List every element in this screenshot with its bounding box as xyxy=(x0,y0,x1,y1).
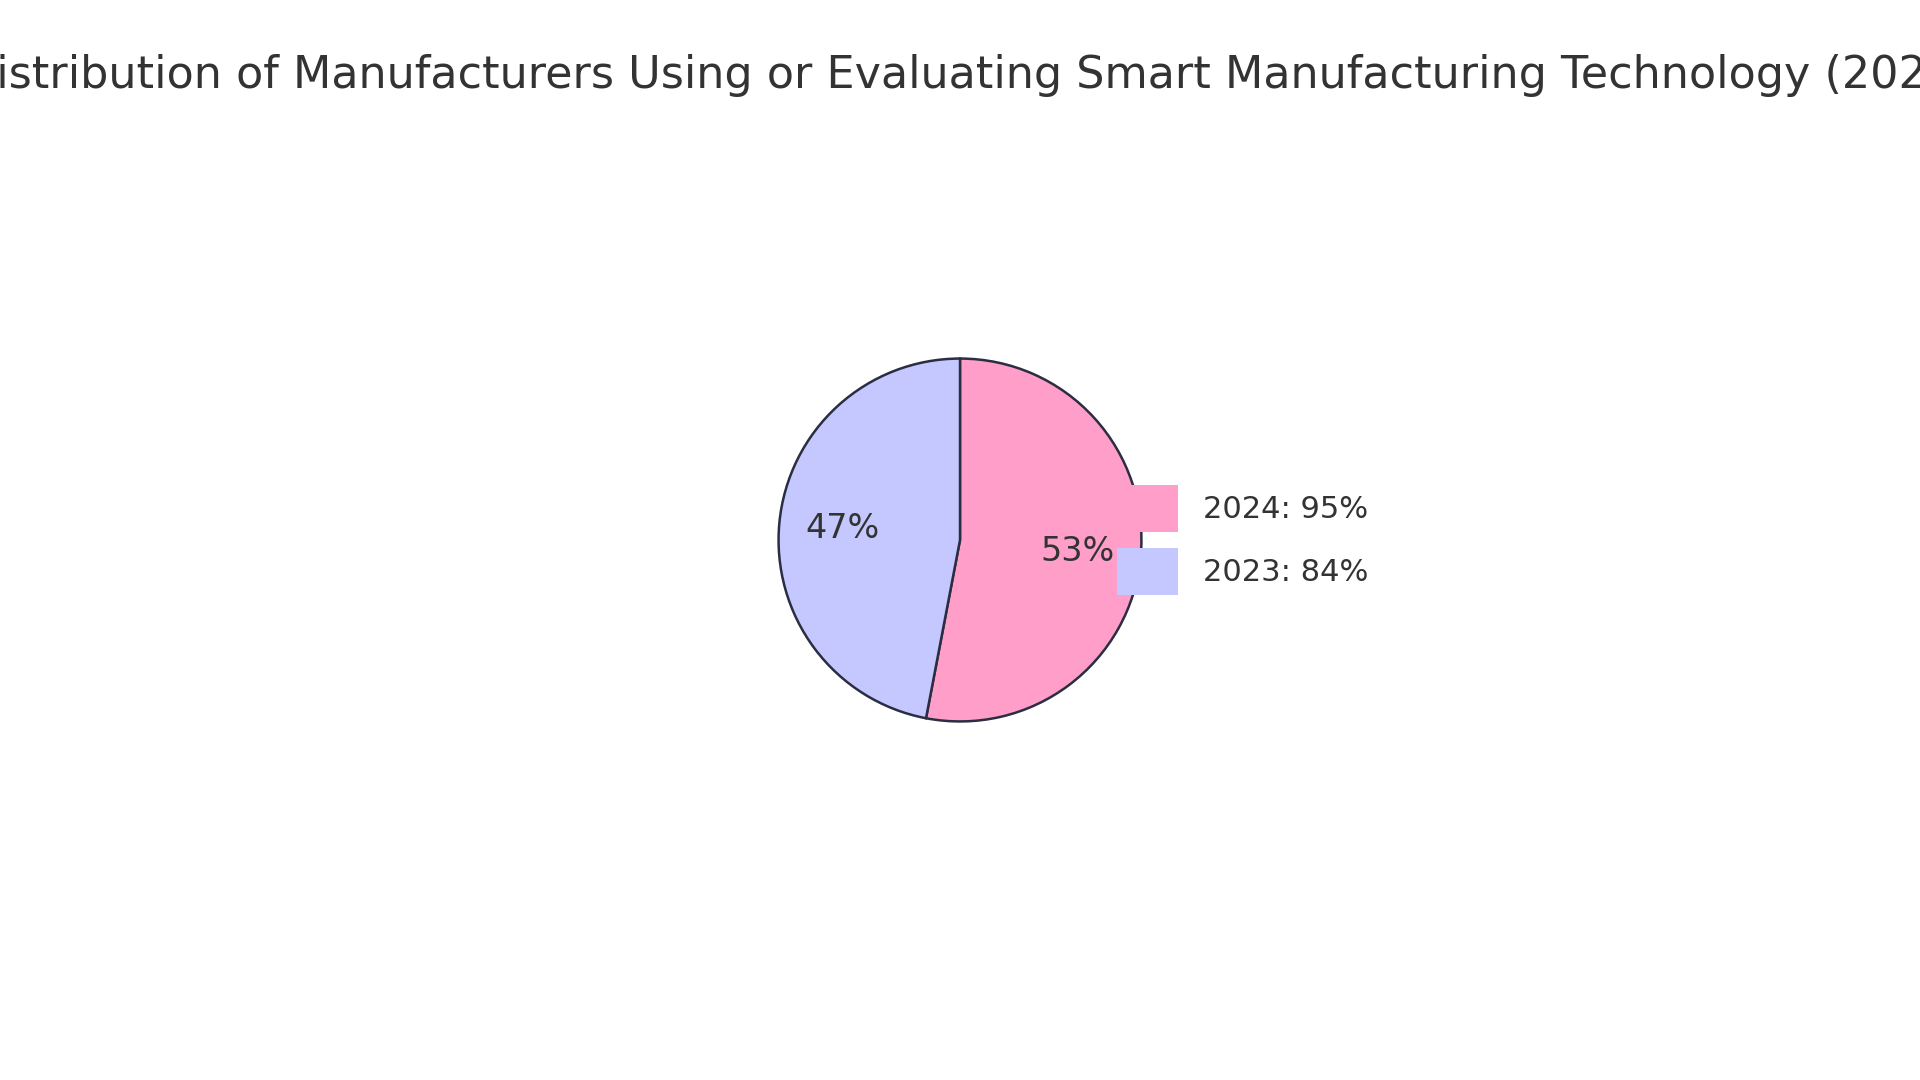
Legend: 2024: 95%, 2023: 84%: 2024: 95%, 2023: 84% xyxy=(1104,473,1380,607)
Wedge shape xyxy=(780,359,960,718)
Text: Distribution of Manufacturers Using or Evaluating Smart Manufacturing Technology: Distribution of Manufacturers Using or E… xyxy=(0,54,1920,97)
Text: 47%: 47% xyxy=(806,512,879,545)
Wedge shape xyxy=(925,359,1140,721)
Text: 53%: 53% xyxy=(1041,535,1114,568)
